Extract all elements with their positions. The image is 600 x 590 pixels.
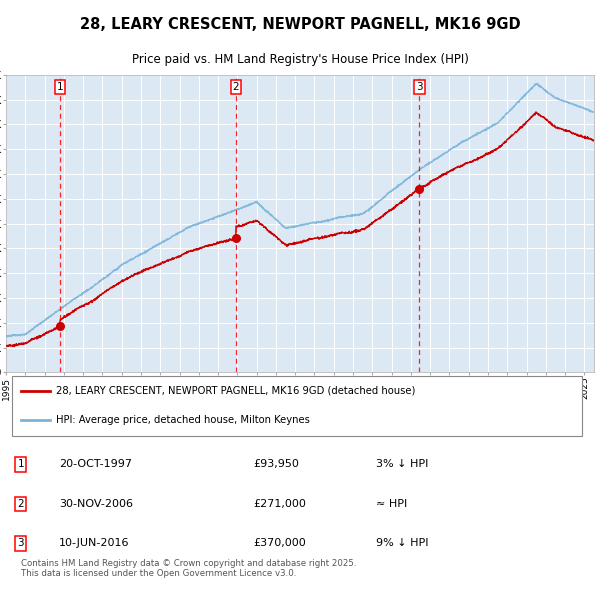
Text: 3: 3 [17, 538, 24, 548]
Text: 9% ↓ HPI: 9% ↓ HPI [376, 538, 429, 548]
Text: 2: 2 [17, 499, 24, 509]
Text: HPI: Average price, detached house, Milton Keynes: HPI: Average price, detached house, Milt… [56, 415, 310, 425]
FancyBboxPatch shape [12, 376, 582, 435]
Text: 28, LEARY CRESCENT, NEWPORT PAGNELL, MK16 9GD (detached house): 28, LEARY CRESCENT, NEWPORT PAGNELL, MK1… [56, 386, 415, 396]
Text: £93,950: £93,950 [253, 460, 299, 470]
Text: £271,000: £271,000 [253, 499, 306, 509]
Text: 3% ↓ HPI: 3% ↓ HPI [376, 460, 429, 470]
Text: 20-OCT-1997: 20-OCT-1997 [59, 460, 132, 470]
Text: 30-NOV-2006: 30-NOV-2006 [59, 499, 133, 509]
Text: 1: 1 [56, 82, 63, 92]
Text: ≈ HPI: ≈ HPI [376, 499, 407, 509]
Text: 3: 3 [416, 82, 422, 92]
Text: 2: 2 [232, 82, 239, 92]
Text: Contains HM Land Registry data © Crown copyright and database right 2025.
This d: Contains HM Land Registry data © Crown c… [21, 559, 356, 578]
Text: Price paid vs. HM Land Registry's House Price Index (HPI): Price paid vs. HM Land Registry's House … [131, 53, 469, 65]
Text: 1: 1 [17, 460, 24, 470]
Text: 10-JUN-2016: 10-JUN-2016 [59, 538, 130, 548]
Text: 28, LEARY CRESCENT, NEWPORT PAGNELL, MK16 9GD: 28, LEARY CRESCENT, NEWPORT PAGNELL, MK1… [80, 17, 520, 32]
Text: £370,000: £370,000 [253, 538, 306, 548]
